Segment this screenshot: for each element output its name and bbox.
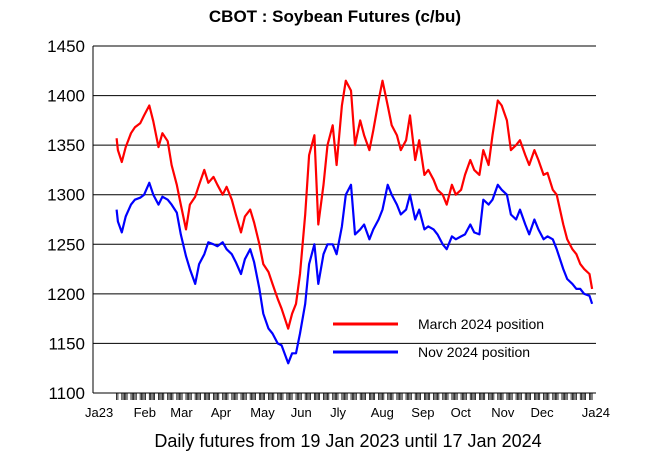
x-axis-tick-labels: Ja23 Feb Mar Apr May Jun Jly Aug Sep Oct Nov Dec Ja2… [85,405,610,420]
series-lines [115,79,594,365]
x-tick-label: Nov [491,405,515,420]
x-tick-label: Ja23 [85,405,113,420]
y-tick-label: 1400 [47,87,85,106]
legend-label-march-2024: March 2024 position [418,316,544,332]
legend-label-nov-2024: Nov 2024 position [418,344,530,360]
chart-title: CBOT : Soybean Futures (c/bu) [209,7,461,26]
x-tick-label: Aug [371,405,394,420]
series-line-march-2024 [115,79,594,330]
legend: March 2024 position Nov 2024 position [333,316,544,360]
y-axis-tick-labels: 1450 1400 1350 1300 1250 1200 1150 1100 [47,37,85,403]
x-tick-label: Feb [134,405,156,420]
x-tick-label: Dec [531,405,555,420]
x-tick-label: Mar [170,405,193,420]
x-tick-label: Jun [291,405,312,420]
x-tick-label: Jly [330,405,346,420]
gridlines [93,45,596,394]
x-axis-label: Daily futures from 19 Jan 2023 until 17 … [154,431,541,451]
x-tick-label: Ja24 [582,405,610,420]
y-tick-label: 1200 [47,285,85,304]
x-axis-minor-ticks [116,393,593,400]
x-tick-label: Apr [211,405,232,420]
x-tick-label: May [250,405,275,420]
y-tick-label: 1350 [47,136,85,155]
y-tick-label: 1450 [47,37,85,56]
y-tick-label: 1150 [48,334,85,353]
series-line-nov-2024 [115,181,594,365]
x-tick-label: Sep [411,405,434,420]
y-tick-label: 1250 [47,235,85,254]
x-tick-label: Oct [451,405,472,420]
y-tick-label: 1100 [48,384,85,403]
y-tick-label: 1300 [47,186,85,205]
